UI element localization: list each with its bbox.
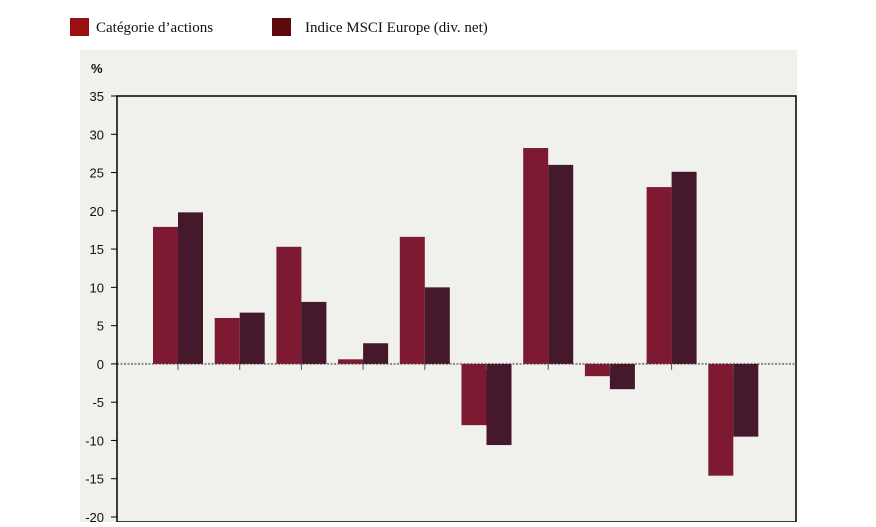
legend-label-series-2: Indice MSCI Europe (div. net) xyxy=(305,20,488,36)
bar-series-1 xyxy=(399,236,425,364)
y-tick-label: -20 xyxy=(85,510,104,522)
y-tick-label: 25 xyxy=(90,166,104,181)
bar-series-2 xyxy=(486,363,512,446)
bar-series-1 xyxy=(338,359,364,364)
bar-series-2 xyxy=(671,171,697,364)
y-tick-label: 10 xyxy=(90,280,104,295)
legend-swatch-series-2 xyxy=(272,18,291,36)
bar-series-1 xyxy=(708,363,734,476)
bar-series-1 xyxy=(584,363,610,377)
x-ticks xyxy=(177,363,734,370)
y-tick-label: 20 xyxy=(90,204,104,219)
bar-series-1 xyxy=(646,187,672,364)
bar-series-1 xyxy=(153,226,178,364)
legend-label-series-1: Catégorie d’actions xyxy=(96,20,213,36)
y-tick-label: 35 xyxy=(90,89,104,104)
y-tick-label: -10 xyxy=(85,433,104,448)
y-tick-label: 5 xyxy=(97,319,104,334)
y-tick-marks xyxy=(111,95,117,518)
legend-swatch-series-1 xyxy=(70,18,89,36)
y-tick-label: -5 xyxy=(92,395,104,410)
bar-series-2 xyxy=(178,212,203,364)
bars xyxy=(153,148,759,476)
y-tick-label: 30 xyxy=(90,127,104,142)
bar-series-1 xyxy=(214,317,240,364)
y-tick-label: 15 xyxy=(90,242,104,257)
y-axis-unit-label: % xyxy=(91,61,103,76)
y-tick-label: 0 xyxy=(97,357,104,372)
bar-series-2 xyxy=(609,363,635,390)
bar-series-1 xyxy=(461,363,487,426)
bar-series-2 xyxy=(301,301,327,364)
bar-series-2 xyxy=(239,312,265,364)
bar-series-2 xyxy=(733,363,759,437)
y-tick-label: -15 xyxy=(85,472,104,487)
y-tick-labels: 35 30 25 20 15 10 5 0 -5 -10 -15 -20 xyxy=(85,89,104,525)
legend: Catégorie d’actions Indice MSCI Europe (… xyxy=(70,18,488,36)
bar-series-2 xyxy=(424,287,450,364)
bar-series-1 xyxy=(523,148,549,364)
bar-series-2 xyxy=(363,343,389,364)
bar-series-2 xyxy=(548,164,574,364)
bar-series-1 xyxy=(276,246,302,364)
